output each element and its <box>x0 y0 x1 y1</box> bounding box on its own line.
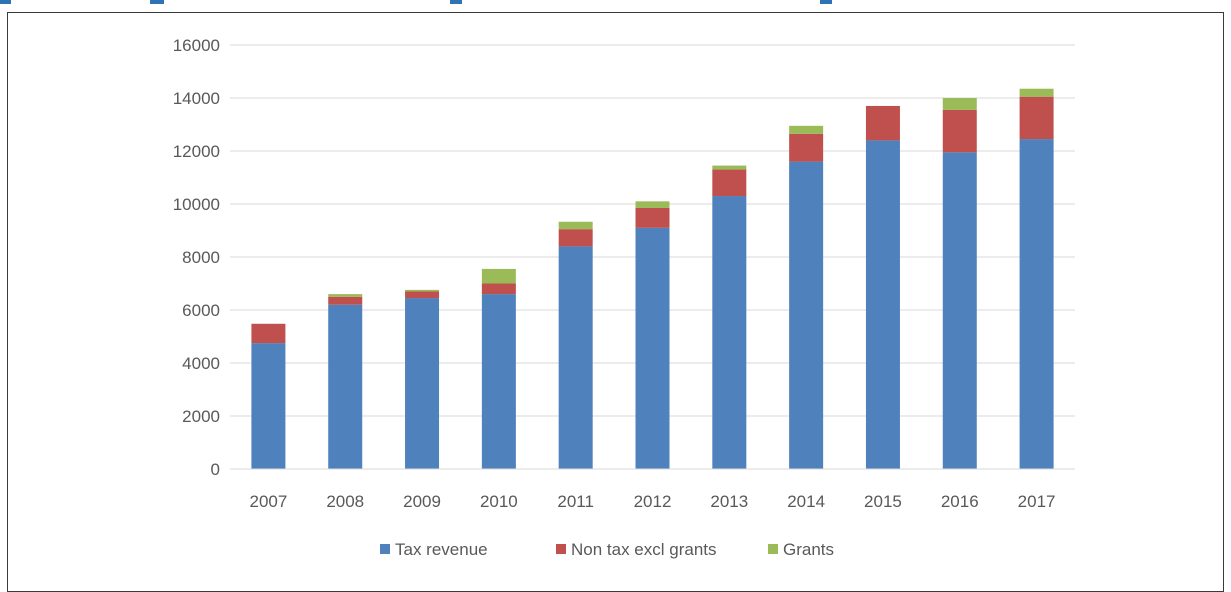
y-tick-label: 2000 <box>182 407 220 426</box>
x-tick-label: 2013 <box>710 492 748 511</box>
y-tick-label: 8000 <box>182 248 220 267</box>
bar-segment-non-tax <box>712 169 747 197</box>
bar-segment-grants <box>558 221 593 230</box>
legend-label: Tax revenue <box>395 540 488 559</box>
bar-segment-non-tax <box>558 229 593 247</box>
legend-swatch <box>768 544 778 554</box>
bar-segment-grants <box>1019 88 1054 97</box>
cropped-caption-strip <box>0 0 1231 13</box>
y-tick-label: 16000 <box>173 36 220 55</box>
legend-swatch <box>380 544 390 554</box>
legend-label: Non tax excl grants <box>571 540 717 559</box>
bar-segment-tax-revenue <box>789 161 824 469</box>
y-tick-label: 6000 <box>182 301 220 320</box>
y-tick-label: 4000 <box>182 354 220 373</box>
bar-segment-grants <box>405 289 440 292</box>
x-tick-label: 2014 <box>787 492 825 511</box>
legend-label: Grants <box>783 540 834 559</box>
bar-segment-non-tax <box>328 296 363 305</box>
y-tick-label: 10000 <box>173 195 220 214</box>
bar-segment-grants <box>789 125 824 134</box>
bar-segment-grants <box>328 294 363 297</box>
cropped-caption-glyphs <box>0 0 832 4</box>
bar-segment-tax-revenue <box>1019 139 1054 469</box>
x-tick-label: 2016 <box>941 492 979 511</box>
bar-segment-grants <box>942 98 977 110</box>
bar-segment-non-tax <box>789 133 824 162</box>
bar-segment-tax-revenue <box>558 246 593 469</box>
x-tick-label: 2011 <box>557 492 594 511</box>
bar-segment-tax-revenue <box>481 294 516 469</box>
x-tick-label: 2008 <box>326 492 364 511</box>
bar-segment-tax-revenue <box>865 140 900 469</box>
bar-segment-non-tax <box>942 109 977 153</box>
bar-segment-non-tax <box>251 323 286 344</box>
bar-segment-tax-revenue <box>328 304 363 469</box>
y-tick-label: 14000 <box>173 89 220 108</box>
bar-segment-grants <box>635 201 670 208</box>
bar-segment-tax-revenue <box>635 227 670 469</box>
bar-segment-tax-revenue <box>405 298 440 469</box>
y-tick-label: 12000 <box>173 142 220 161</box>
x-tick-label: 2010 <box>480 492 518 511</box>
bar-segment-non-tax <box>481 283 516 295</box>
bar-segment-grants <box>712 165 747 170</box>
bar-segment-non-tax <box>865 105 900 141</box>
bar-segment-non-tax <box>1019 96 1054 140</box>
x-tick-label: 2017 <box>1018 492 1056 511</box>
legend-swatch <box>556 544 566 554</box>
x-tick-label: 2009 <box>403 492 441 511</box>
bar-segment-non-tax <box>635 207 670 228</box>
bar-segment-tax-revenue <box>942 152 977 469</box>
x-tick-label: 2007 <box>249 492 287 511</box>
bar-segment-grants <box>481 268 516 284</box>
y-tick-label: 0 <box>211 460 220 479</box>
x-tick-label: 2015 <box>864 492 902 511</box>
bar-segment-tax-revenue <box>251 343 286 469</box>
bar-segment-non-tax <box>405 291 440 299</box>
bar-segment-tax-revenue <box>712 196 747 470</box>
x-tick-label: 2012 <box>634 492 672 511</box>
